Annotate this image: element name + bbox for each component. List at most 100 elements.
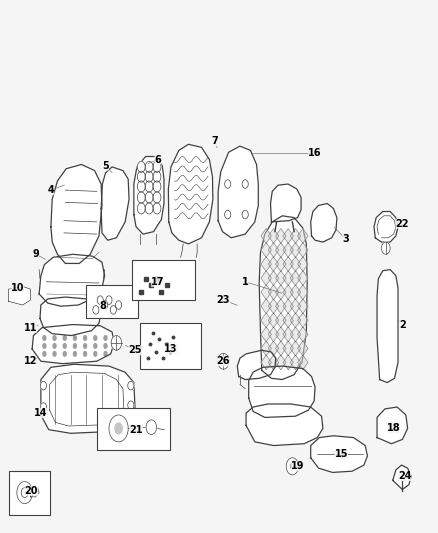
Circle shape [93, 305, 99, 314]
Text: 20: 20 [25, 486, 38, 496]
Polygon shape [276, 341, 286, 356]
Polygon shape [261, 327, 272, 342]
Circle shape [145, 181, 153, 192]
Text: 26: 26 [217, 356, 230, 366]
Polygon shape [276, 243, 286, 257]
Circle shape [128, 382, 134, 390]
Polygon shape [283, 257, 293, 271]
Polygon shape [297, 285, 308, 300]
Polygon shape [276, 229, 286, 243]
Text: 14: 14 [34, 408, 48, 418]
Circle shape [146, 420, 156, 434]
Circle shape [73, 335, 77, 341]
Polygon shape [259, 216, 307, 379]
Polygon shape [40, 297, 101, 336]
Polygon shape [290, 243, 301, 257]
Circle shape [138, 161, 145, 172]
Circle shape [225, 211, 231, 219]
Text: 16: 16 [308, 149, 322, 158]
Polygon shape [283, 271, 293, 286]
Circle shape [83, 343, 87, 349]
Text: 7: 7 [211, 136, 218, 146]
Polygon shape [218, 146, 258, 238]
Circle shape [128, 401, 134, 409]
Circle shape [93, 343, 98, 349]
Polygon shape [283, 243, 293, 257]
Polygon shape [134, 157, 164, 234]
Polygon shape [30, 487, 39, 497]
Circle shape [153, 192, 161, 203]
Polygon shape [276, 327, 286, 342]
Circle shape [286, 458, 298, 475]
Circle shape [290, 463, 295, 470]
Circle shape [73, 351, 77, 357]
Polygon shape [249, 366, 315, 417]
Polygon shape [283, 299, 293, 313]
Circle shape [145, 161, 153, 172]
Polygon shape [283, 341, 293, 356]
Polygon shape [32, 325, 114, 364]
Polygon shape [297, 271, 308, 286]
Polygon shape [261, 243, 272, 257]
Polygon shape [297, 341, 308, 356]
Polygon shape [41, 364, 135, 433]
Polygon shape [268, 299, 279, 313]
Polygon shape [271, 184, 301, 222]
Polygon shape [290, 257, 301, 271]
Circle shape [42, 351, 46, 357]
Circle shape [138, 181, 145, 192]
Polygon shape [237, 350, 276, 379]
Polygon shape [101, 167, 129, 240]
Text: 13: 13 [164, 344, 178, 354]
Polygon shape [261, 229, 272, 243]
Polygon shape [51, 165, 102, 263]
Circle shape [110, 305, 117, 314]
Circle shape [225, 180, 231, 188]
Polygon shape [268, 229, 279, 243]
Circle shape [73, 343, 77, 349]
Polygon shape [374, 212, 398, 242]
Polygon shape [283, 313, 293, 328]
Polygon shape [261, 313, 272, 328]
Circle shape [40, 403, 46, 411]
Text: 18: 18 [387, 423, 400, 433]
Bar [86, 285, 138, 318]
Polygon shape [276, 285, 286, 300]
Text: 19: 19 [291, 462, 304, 471]
Text: 22: 22 [396, 219, 409, 229]
Text: 11: 11 [24, 322, 37, 333]
Polygon shape [261, 257, 272, 271]
Circle shape [218, 353, 229, 369]
Text: 9: 9 [32, 249, 39, 259]
Text: 5: 5 [102, 160, 109, 171]
Circle shape [83, 351, 87, 357]
Text: 3: 3 [342, 234, 349, 244]
Polygon shape [311, 436, 367, 472]
Polygon shape [290, 299, 301, 313]
Polygon shape [268, 285, 279, 300]
Polygon shape [268, 355, 279, 370]
Circle shape [42, 343, 46, 349]
Polygon shape [261, 271, 272, 286]
Circle shape [103, 343, 108, 349]
Polygon shape [297, 355, 308, 370]
Circle shape [40, 382, 46, 390]
Circle shape [63, 343, 67, 349]
Polygon shape [261, 299, 272, 313]
Circle shape [97, 296, 103, 304]
Polygon shape [297, 299, 308, 313]
Polygon shape [297, 327, 308, 342]
Polygon shape [268, 327, 279, 342]
Polygon shape [297, 229, 308, 243]
Polygon shape [268, 257, 279, 271]
Circle shape [21, 488, 28, 497]
Circle shape [83, 335, 87, 341]
Circle shape [114, 422, 123, 434]
Polygon shape [377, 407, 408, 443]
Polygon shape [9, 287, 30, 305]
Polygon shape [261, 341, 272, 356]
Circle shape [106, 296, 112, 304]
Polygon shape [290, 229, 301, 243]
Polygon shape [276, 355, 286, 370]
Circle shape [153, 181, 161, 192]
